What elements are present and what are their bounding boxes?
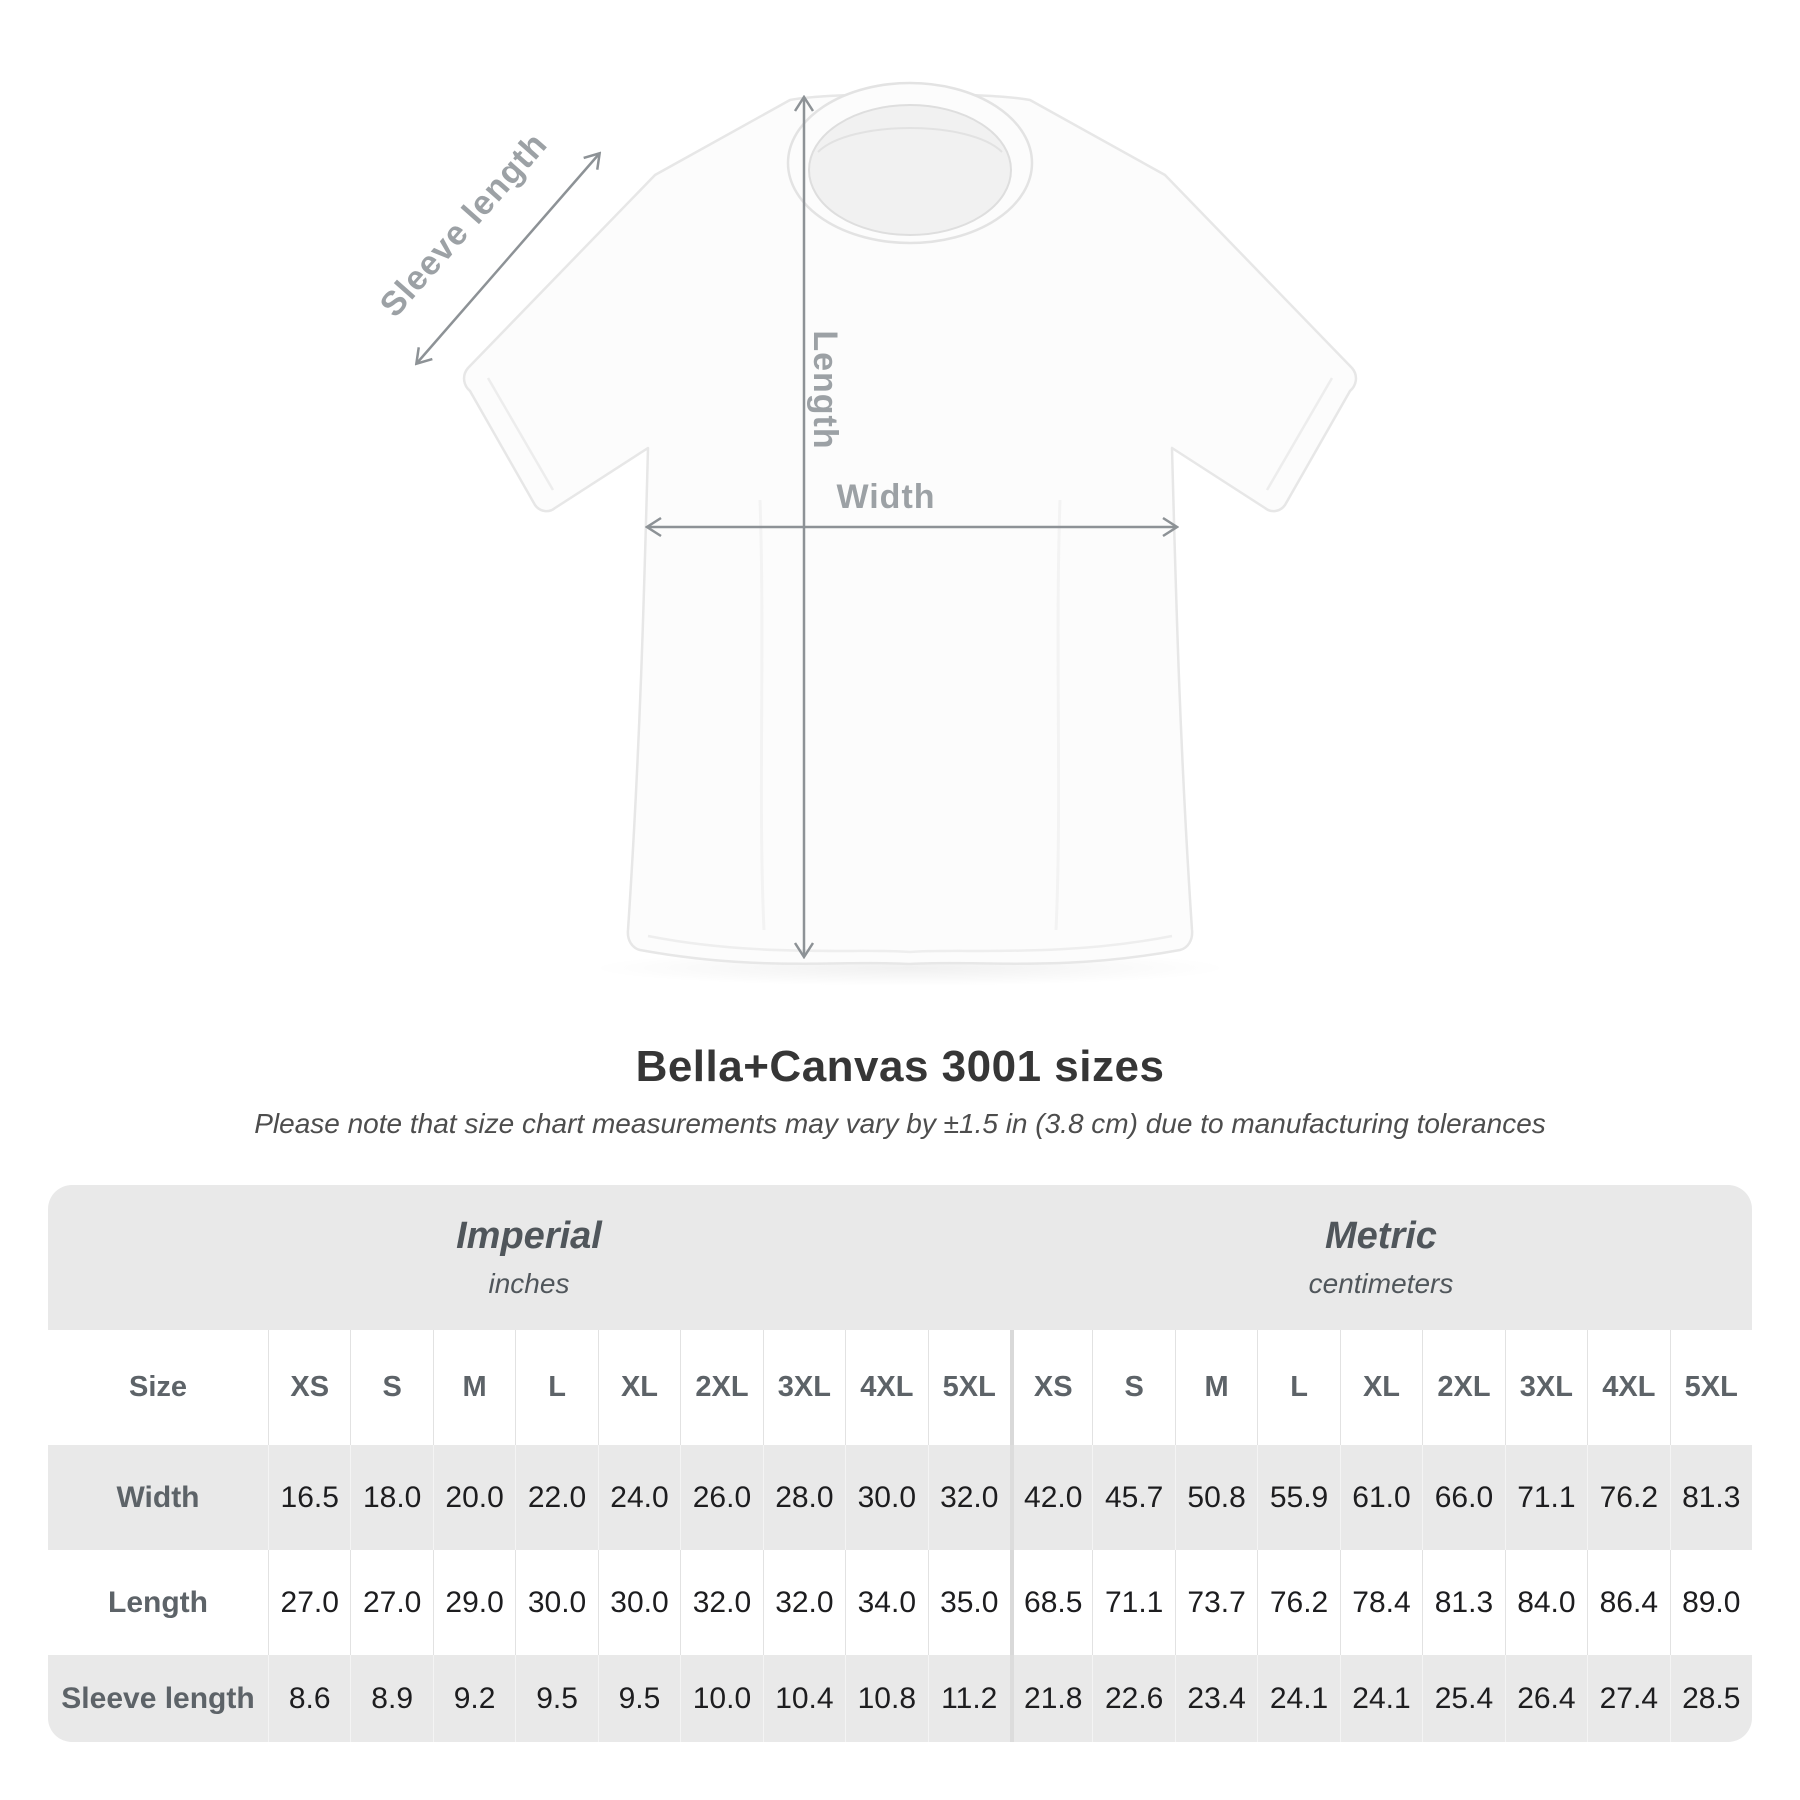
size-header-xs-imperial: XS [268, 1330, 351, 1445]
length-value: 81.3 [1422, 1550, 1505, 1655]
sleeve-length-value: 8.6 [268, 1655, 351, 1742]
width-value: 20.0 [432, 1445, 516, 1550]
sleeve-length-value: 26.4 [1504, 1655, 1588, 1742]
metric-group-label: Metric [1325, 1215, 1437, 1257]
sleeve-length-value: 23.4 [1174, 1655, 1258, 1742]
width-value: 76.2 [1587, 1445, 1670, 1550]
size-header-xl-metric: XL [1339, 1330, 1423, 1445]
row-label-sleeve-length: Sleeve length [48, 1655, 268, 1742]
width-value: 24.0 [597, 1445, 681, 1550]
length-value: 34.0 [845, 1550, 928, 1655]
size-header-3xl-imperial: 3XL [762, 1330, 846, 1445]
size-header-s-imperial: S [350, 1330, 433, 1445]
width-value: 61.0 [1339, 1445, 1423, 1550]
size-table: Imperial inches Metric centimeters Size … [48, 1185, 1752, 1742]
sleeve-length-value: 9.5 [515, 1655, 598, 1742]
width-value: 26.0 [680, 1445, 763, 1550]
length-value: 30.0 [597, 1550, 681, 1655]
metric-unit-label: centimeters [1308, 1268, 1454, 1299]
tshirt-back-collar-line [817, 127, 1003, 153]
length-value: 29.0 [432, 1550, 516, 1655]
width-value: 50.8 [1174, 1445, 1258, 1550]
heading-block: Bella+Canvas 3001 sizes Please note that… [0, 1042, 1800, 1140]
sleeve-length-label: Sleeve length [373, 125, 555, 324]
sleeve-length-value: 9.5 [597, 1655, 681, 1742]
sleeve-length-value: 27.4 [1587, 1655, 1670, 1742]
size-header-4xl-metric: 4XL [1587, 1330, 1670, 1445]
width-value: 71.1 [1504, 1445, 1588, 1550]
size-header-5xl-metric: 5XL [1669, 1330, 1752, 1445]
sleeve-length-value: 10.0 [680, 1655, 763, 1742]
size-header-m-imperial: M [432, 1330, 516, 1445]
length-label: Length [806, 330, 844, 449]
width-value: 32.0 [927, 1445, 1010, 1550]
tolerance-note: Please note that size chart measurements… [254, 1108, 1546, 1139]
imperial-group-label: Imperial [456, 1215, 602, 1257]
length-value: 84.0 [1504, 1550, 1588, 1655]
page-title: Bella+Canvas 3001 sizes [635, 1042, 1165, 1091]
length-value: 73.7 [1174, 1550, 1258, 1655]
size-column-header: Size [48, 1330, 268, 1445]
width-label: Width [836, 478, 935, 516]
width-value: 55.9 [1257, 1445, 1340, 1550]
size-header-xl-imperial: XL [597, 1330, 681, 1445]
length-value: 32.0 [762, 1550, 846, 1655]
tshirt-crease-right [1054, 499, 1062, 931]
tshirt-measurement-diagram: Sleeve length Length Width [373, 81, 1358, 986]
width-value: 18.0 [350, 1445, 433, 1550]
length-value: 27.0 [268, 1550, 351, 1655]
tshirt-right-cuff-seam [1265, 377, 1334, 491]
size-header-2xl-imperial: 2XL [680, 1330, 763, 1445]
length-value: 32.0 [680, 1550, 763, 1655]
length-value: 76.2 [1257, 1550, 1340, 1655]
tshirt-left-cuff-seam [486, 377, 555, 491]
length-value: 68.5 [1009, 1550, 1093, 1655]
length-value: 89.0 [1669, 1550, 1752, 1655]
imperial-unit-label: inches [488, 1268, 570, 1299]
length-value: 35.0 [927, 1550, 1010, 1655]
size-header-m-metric: M [1174, 1330, 1258, 1445]
length-value: 27.0 [350, 1550, 433, 1655]
size-header-3xl-metric: 3XL [1504, 1330, 1588, 1445]
width-value: 45.7 [1092, 1445, 1175, 1550]
unit-group-imperial: Imperial inches [48, 1185, 1010, 1330]
sleeve-length-value: 10.8 [845, 1655, 928, 1742]
tshirt-hem-seam [647, 934, 1173, 954]
length-value: 71.1 [1092, 1550, 1175, 1655]
sleeve-length-value: 22.6 [1092, 1655, 1175, 1742]
width-value: 66.0 [1422, 1445, 1505, 1550]
width-value: 28.0 [762, 1445, 846, 1550]
size-header-s-metric: S [1092, 1330, 1175, 1445]
size-header-5xl-imperial: 5XL [927, 1330, 1010, 1445]
length-value: 30.0 [515, 1550, 598, 1655]
sleeve-length-value: 25.4 [1422, 1655, 1505, 1742]
length-value: 86.4 [1587, 1550, 1670, 1655]
sleeve-length-value: 24.1 [1339, 1655, 1423, 1742]
sleeve-length-arrow [417, 154, 599, 363]
row-label-width: Width [48, 1445, 268, 1550]
length-value: 78.4 [1339, 1550, 1423, 1655]
tshirt-crease-left [758, 499, 766, 931]
sleeve-length-value: 9.2 [432, 1655, 516, 1742]
width-value: 22.0 [515, 1445, 598, 1550]
unit-group-metric: Metric centimeters [1009, 1185, 1752, 1330]
sleeve-length-value: 10.4 [762, 1655, 846, 1742]
size-header-l-metric: L [1257, 1330, 1340, 1445]
width-value: 16.5 [268, 1445, 351, 1550]
sleeve-length-value: 24.1 [1257, 1655, 1340, 1742]
size-header-l-imperial: L [515, 1330, 598, 1445]
size-header-xs-metric: XS [1009, 1330, 1093, 1445]
sleeve-length-value: 21.8 [1009, 1655, 1093, 1742]
width-value: 42.0 [1009, 1445, 1093, 1550]
tshirt-collar-inner [808, 104, 1012, 236]
width-value: 30.0 [845, 1445, 928, 1550]
sleeve-length-value: 11.2 [927, 1655, 1010, 1742]
sleeve-length-value: 8.9 [350, 1655, 433, 1742]
size-header-4xl-imperial: 4XL [845, 1330, 928, 1445]
width-value: 81.3 [1669, 1445, 1752, 1550]
row-label-length: Length [48, 1550, 268, 1655]
sleeve-length-value: 28.5 [1669, 1655, 1752, 1742]
size-header-2xl-metric: 2XL [1422, 1330, 1505, 1445]
